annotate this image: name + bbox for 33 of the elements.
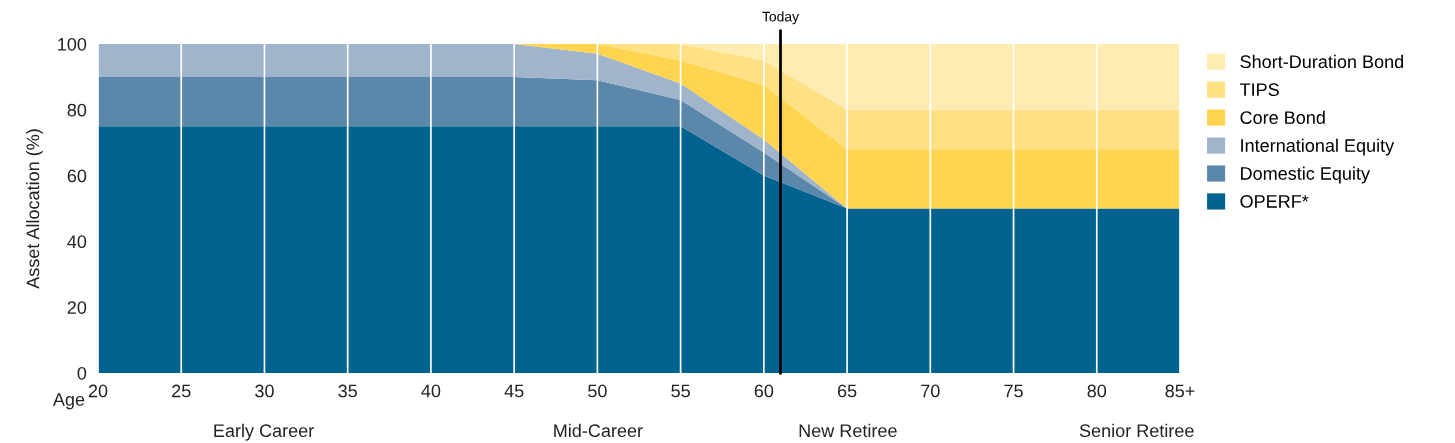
legend-label: TIPS — [1239, 83, 1279, 97]
y-tick-label: 100 — [58, 37, 87, 51]
ref-line-label: Today — [762, 11, 799, 25]
y-tick-label: 40 — [67, 235, 87, 249]
legend-label: Short-Duration Bond — [1240, 54, 1403, 69]
x-tick-label: 50 — [588, 384, 607, 398]
x-tick-label: 85+ — [1165, 384, 1195, 398]
x-tick-label: 20 — [88, 384, 108, 398]
x-tick-label: 75 — [1004, 384, 1023, 398]
x-tick-label: 80 — [1087, 384, 1107, 398]
x-tick-label: 55 — [671, 384, 690, 398]
x-tick-label: 30 — [255, 384, 274, 398]
y-tick-label: 60 — [67, 169, 87, 183]
y-tick-label: 80 — [67, 103, 87, 117]
x-tick-label: 70 — [921, 384, 940, 398]
legend-label: International Equity — [1241, 138, 1395, 156]
x-tick-label: 45 — [504, 384, 524, 398]
legend-label: OPERF* — [1240, 195, 1309, 208]
text: Senior Retiree — [1079, 423, 1194, 438]
legend-label: Core Bond — [1240, 110, 1325, 124]
x-tick-label: 65 — [837, 384, 857, 398]
x-tick-label: 60 — [754, 384, 774, 398]
text: New Retiree — [799, 423, 897, 438]
legend-label: Domestic Equity — [1241, 166, 1370, 184]
x-tick-label: 40 — [421, 384, 441, 398]
y-tick-label: 20 — [67, 301, 87, 314]
text: Mid-Career — [554, 423, 643, 438]
y-tick-label: 0 — [77, 366, 87, 380]
text: Early Career — [214, 423, 314, 441]
x-axis-title: Age — [52, 393, 85, 410]
x-tick-label: 35 — [338, 384, 357, 398]
x-tick-label: 25 — [172, 384, 191, 398]
y-axis-title: Asset Allocation (%) — [26, 129, 43, 289]
